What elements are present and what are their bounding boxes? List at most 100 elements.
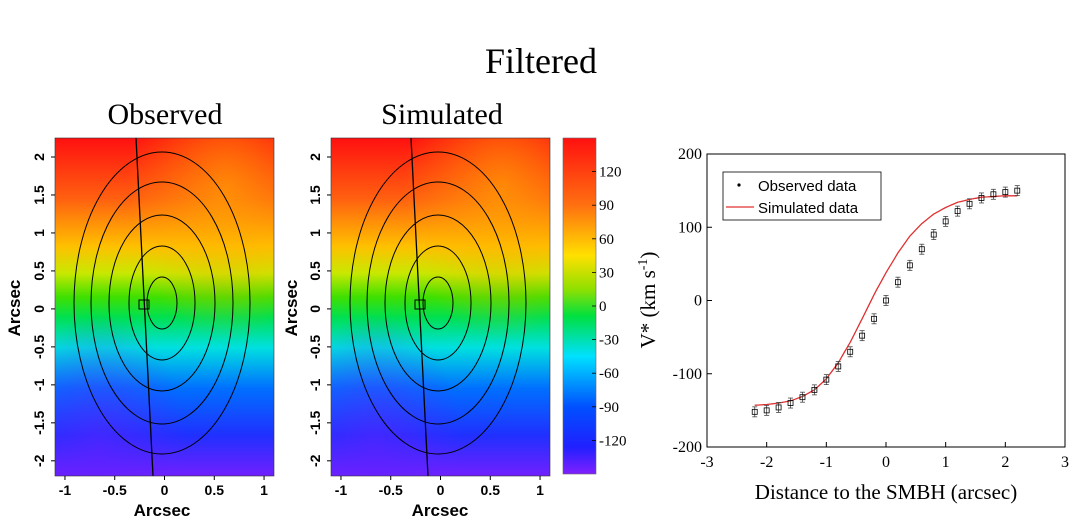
simulated-xlabel: Arcsec: [412, 501, 469, 520]
observed-data-point: [978, 195, 985, 201]
colorbar-tick-label: 90: [599, 198, 614, 214]
observed-xtick-label: 1: [260, 482, 268, 498]
observed-axes: -1 -0.5 0 0.5 1 -2 -1.5 -1 -0.5 0 0.5 1 1.5 2: [31, 153, 268, 498]
observed-data-point: [871, 315, 877, 322]
simulated-center-marker: [414, 299, 426, 310]
observed-data-point: [930, 231, 937, 238]
velocity-xtick-label: 0: [882, 454, 890, 471]
colorbar-tick-label: -90: [599, 400, 619, 416]
observed-ytick-label: -1: [31, 378, 47, 391]
colorbar-tick-label: -120: [599, 433, 627, 449]
observed-ytick-label: 0: [31, 305, 47, 313]
velocity-ytick-label: -100: [673, 366, 702, 383]
observed-data-point: [990, 191, 997, 198]
legend-marker-observed: [737, 183, 741, 187]
observed-data-point: [1002, 189, 1009, 195]
colorbar-ticks: 120 90 60 30 0 -30 -60 -90 -120: [592, 165, 627, 449]
observed-contour: [146, 276, 178, 330]
simulated-contour: [384, 214, 492, 392]
simulated-contour: [349, 151, 527, 455]
observed-data-point: [751, 408, 758, 415]
simulated-ytick-label: 0.5: [307, 261, 323, 281]
simulated-contours: [349, 151, 527, 455]
observed-data-point: [775, 404, 782, 411]
velocity-ytick-label: 100: [678, 219, 702, 236]
simulated-ytick-label: 2: [307, 153, 323, 161]
velocity-xlabel: Distance to the SMBH (arcsec): [755, 480, 1017, 504]
simulated-ytick-label: -1.5: [307, 411, 323, 435]
simulated-contour: [404, 245, 472, 361]
legend-label-simulated: Simulated data: [758, 200, 859, 217]
observed-contours: [73, 151, 251, 455]
simulated-ytick-label: -2: [307, 454, 323, 467]
simulated-xtick-label: 0: [437, 482, 445, 498]
velocity-xtick-label: 2: [1001, 454, 1009, 471]
figure-title: Filtered: [485, 41, 597, 81]
colorbar-tick-label: 0: [599, 299, 607, 315]
observed-data-point: [787, 400, 794, 406]
simulated-xtick-label: 0.5: [481, 482, 501, 498]
observed-data-point: [942, 218, 949, 225]
observed-map-shade-bottom: [55, 138, 274, 476]
observed-center-marker: [138, 299, 150, 310]
observed-xtick-label: 0.5: [205, 482, 225, 498]
observed-data-point: [1014, 187, 1021, 194]
legend-label-observed: Observed data: [758, 178, 857, 195]
observed-data-point: [835, 363, 842, 370]
observed-data-point: [883, 297, 889, 304]
observed-xtick-label: -1: [59, 482, 72, 498]
velocity-xtick-label: 1: [942, 454, 950, 471]
simulated-contour: [366, 181, 510, 425]
simulated-data-line: [754, 195, 1018, 406]
colorbar-tick-label: 30: [599, 265, 614, 281]
panel-title-observed: Observed: [108, 98, 223, 131]
observed-data-point: [906, 262, 913, 269]
legend-box: [722, 171, 882, 221]
velocity-plot-series: [751, 185, 1021, 418]
observed-contour: [73, 151, 251, 455]
observed-slit-line: [135, 137, 154, 477]
observed-ytick-label: 1: [31, 229, 47, 237]
simulated-map: [330, 137, 551, 477]
observed-ylabel: Arcsec: [5, 280, 24, 337]
observed-data-point: [811, 386, 818, 393]
observed-ytick-label: 1.5: [31, 185, 47, 205]
observed-ytick-label: -1.5: [31, 411, 47, 435]
observed-map: [54, 137, 275, 477]
simulated-ylabel: Arcsec: [282, 280, 301, 337]
velocity-plot-axes: -3 -2 -1 0 1 2 3 200 100 0 -100 -200: [673, 146, 1069, 471]
observed-data-point: [966, 200, 973, 207]
observed-data-point: [918, 246, 925, 253]
simulated-ytick-label: -0.5: [307, 335, 323, 359]
colorbar-tick-label: -60: [599, 366, 619, 382]
observed-ytick-label: -0.5: [31, 335, 47, 359]
velocity-xtick-label: -1: [820, 454, 833, 471]
velocity-ytick-label: -200: [673, 439, 702, 456]
observed-data-point: [859, 332, 866, 339]
simulated-ytick-label: 0: [307, 305, 323, 313]
observed-data-point: [763, 407, 770, 414]
observed-data-point: [895, 279, 901, 286]
simulated-slit-line: [410, 137, 429, 477]
simulated-contour: [422, 276, 454, 330]
colorbar-tick-label: 60: [599, 232, 614, 248]
simulated-xtick-label: -0.5: [379, 482, 403, 498]
simulated-ytick-label: -1: [307, 378, 323, 391]
colorbar-tick-label: -30: [599, 333, 619, 349]
colorbar-tick-label: 120: [599, 165, 622, 181]
velocity-xtick-label: -2: [760, 454, 773, 471]
observed-xtick-label: -0.5: [103, 482, 127, 498]
velocity-xtick-label: -3: [700, 454, 713, 471]
simulated-xtick-label: -1: [335, 482, 348, 498]
observed-data-point: [823, 376, 830, 383]
simulated-ytick-label: 1.5: [307, 185, 323, 205]
simulated-axes: -1 -0.5 0 0.5 1 -2 -1.5 -1 -0.5 0 0.5 1 1.5 2: [307, 153, 544, 498]
velocity-plot: -3 -2 -1 0 1 2 3 200 100 0 -100 -200 Observed data …: [636, 146, 1069, 504]
velocity-xtick-label: 3: [1061, 454, 1069, 471]
velocity-ytick-label: 200: [678, 146, 702, 163]
simulated-map-shade-bottom: [331, 138, 550, 476]
observed-ytick-label: 0.5: [31, 261, 47, 281]
legend: Observed data Simulated data: [722, 171, 882, 221]
velocity-ylabel: V* (km s-1): [636, 252, 660, 349]
